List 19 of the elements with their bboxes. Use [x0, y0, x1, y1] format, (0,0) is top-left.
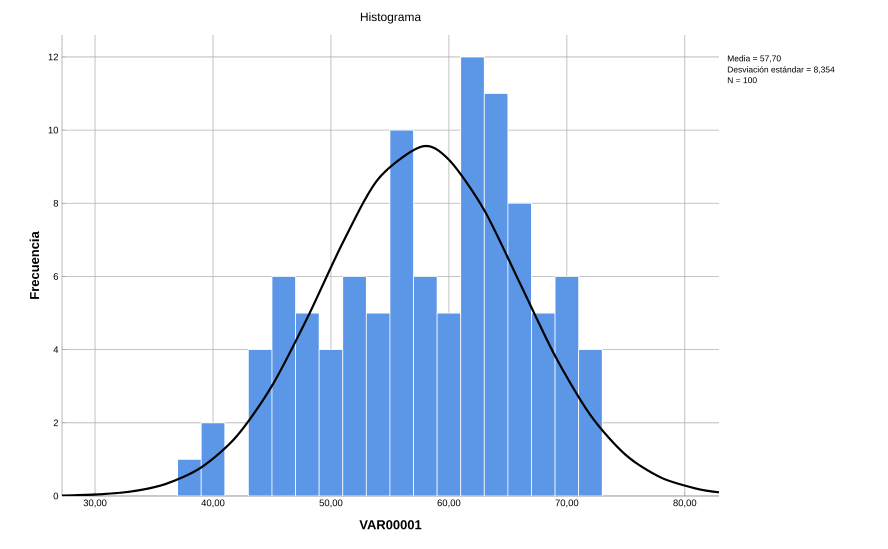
x-tick-label: 70,00 — [555, 500, 578, 508]
y-tick-label: 12 — [48, 54, 58, 60]
text: Media = 57,70 — [728, 55, 781, 62]
chart-title: Histograma — [360, 12, 422, 24]
text: Desviación estándar = 8,354 — [728, 66, 835, 74]
y-tick-label: 8 — [54, 200, 58, 207]
x-tick-label: 80,00 — [673, 500, 696, 508]
x-tick-label: 50,00 — [319, 500, 342, 508]
x-tick-label: 30,00 — [84, 500, 106, 508]
y-tick-label: 4 — [53, 346, 58, 353]
text: N = 100 — [728, 77, 757, 84]
x-tick-label: 40,00 — [201, 500, 224, 508]
y-tick-label: 10 — [48, 126, 58, 134]
x-axis-title: VAR00001 — [359, 520, 422, 530]
y-tick-label: 6 — [54, 273, 58, 280]
y-axis-title: Frecuencia — [30, 231, 40, 299]
y-tick-label: 2 — [54, 420, 58, 426]
y-tick-label: 0 — [54, 492, 58, 500]
x-tick-label: 60,00 — [438, 500, 460, 508]
